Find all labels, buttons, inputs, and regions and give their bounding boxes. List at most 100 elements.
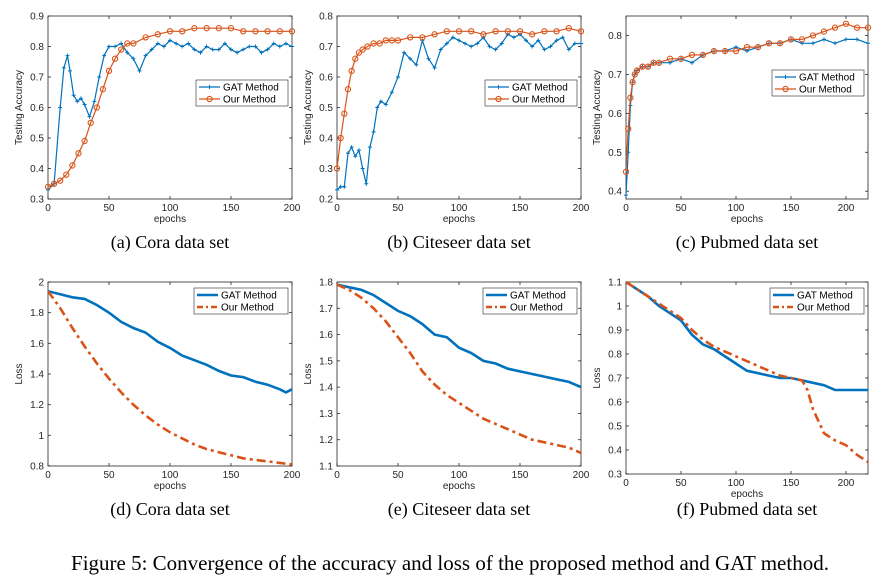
data-point <box>432 65 437 70</box>
x-tick-label: 200 <box>284 470 301 481</box>
x-axis-label: epochs <box>154 214 186 225</box>
data-point <box>721 47 729 55</box>
data-point <box>572 41 577 46</box>
data-point <box>154 31 161 38</box>
y-tick-label: 1 <box>38 431 44 442</box>
data-point <box>842 20 850 27</box>
data-point <box>864 24 872 31</box>
data-point <box>371 129 376 134</box>
data-point <box>353 154 358 159</box>
data-point <box>125 50 130 55</box>
x-tick-label: 0 <box>334 470 340 481</box>
data-point <box>688 51 696 59</box>
data-point <box>203 25 210 32</box>
data-point <box>364 43 371 50</box>
data-point <box>283 41 288 46</box>
data-point <box>118 46 125 53</box>
x-axis-label: epochs <box>731 489 763 500</box>
y-tick-label: 1.2 <box>30 400 44 411</box>
data-point <box>186 41 191 46</box>
data-point <box>352 55 359 62</box>
data-point <box>787 36 795 43</box>
legend-label: GAT Method <box>223 83 279 94</box>
data-point <box>833 41 837 46</box>
data-point <box>119 41 124 46</box>
data-point <box>288 28 296 35</box>
data-point <box>530 44 535 49</box>
data-point <box>247 44 252 49</box>
data-point <box>75 99 80 104</box>
data-point <box>402 50 407 55</box>
data-point <box>124 40 131 47</box>
chart-b: 0 50 100 150 200 0.2 0.3 0.4 0.5 0.6 0.7 0.8 epochs T… <box>303 12 590 254</box>
data-point <box>811 41 815 46</box>
data-point <box>475 41 480 46</box>
y-tick-label: 0.7 <box>608 70 622 81</box>
legend-marker <box>206 95 213 103</box>
data-point <box>342 184 347 189</box>
data-point <box>191 25 198 32</box>
data-point <box>370 40 377 47</box>
x-tick-label: 0 <box>45 470 51 481</box>
data-point <box>690 60 694 65</box>
legend-box <box>193 287 289 315</box>
data-point <box>419 34 426 41</box>
legend-label: Our Method <box>512 95 565 106</box>
legend-label: GAT Method <box>221 291 277 302</box>
data-point <box>853 24 861 31</box>
data-point <box>524 38 529 43</box>
chart-d: 0 50 100 150 200 0.8 1 1.2 1.4 1.6 1.8 2 epochs Loss G… <box>14 278 301 521</box>
data-point <box>75 150 82 157</box>
x-tick-label: 200 <box>838 203 855 214</box>
chart-f: 0 50 100 150 200 0.3 0.4 0.5 0.6 0.7 0.8 0.9 1 1.1 epo… <box>592 278 869 520</box>
data-point <box>710 47 718 55</box>
data-point <box>732 47 740 55</box>
data-point <box>487 44 492 49</box>
data-point <box>338 184 343 189</box>
legend-label: Our Method <box>799 85 852 96</box>
data-point <box>414 62 419 67</box>
legend-label: Our Method <box>221 303 274 314</box>
legend-box <box>482 287 578 315</box>
x-tick-label: 50 <box>103 203 115 214</box>
data-point <box>455 28 463 35</box>
chart-c: 0 50 100 150 200 0.4 0.5 0.6 0.7 0.8 epochs Testing… <box>592 15 872 253</box>
x-tick-label: 50 <box>675 203 687 214</box>
data-point <box>376 40 383 47</box>
x-axis-label: epochs <box>154 481 186 492</box>
data-point <box>492 28 499 35</box>
data-point <box>241 47 246 52</box>
data-point <box>560 35 565 40</box>
data-point <box>754 43 762 51</box>
series-line-gat <box>337 33 581 191</box>
data-point <box>364 181 369 186</box>
data-point <box>633 67 641 74</box>
y-axis-label: Loss <box>14 363 25 384</box>
y-tick-label: 1.8 <box>319 278 333 289</box>
data-point <box>855 37 859 42</box>
y-axis-label: Loss <box>592 367 603 388</box>
data-point <box>65 53 70 58</box>
data-point <box>629 79 636 86</box>
data-point <box>438 47 443 52</box>
x-tick-label: 200 <box>573 470 590 481</box>
data-point <box>142 34 149 41</box>
data-point <box>407 34 414 41</box>
subfigure-caption: (d) Cora data set <box>110 499 229 520</box>
data-point <box>235 50 240 55</box>
data-point <box>93 104 100 111</box>
data-point <box>577 28 585 35</box>
data-point <box>337 134 344 142</box>
y-axis-label: Loss <box>303 363 314 384</box>
data-point <box>457 38 461 43</box>
data-point <box>105 67 113 75</box>
x-tick-label: 0 <box>45 203 51 214</box>
data-point <box>388 37 396 44</box>
data-point <box>44 183 52 190</box>
y-tick-label: 1.8 <box>30 308 44 319</box>
data-point <box>677 55 685 62</box>
data-point <box>356 148 361 153</box>
x-tick-label: 100 <box>162 470 179 481</box>
